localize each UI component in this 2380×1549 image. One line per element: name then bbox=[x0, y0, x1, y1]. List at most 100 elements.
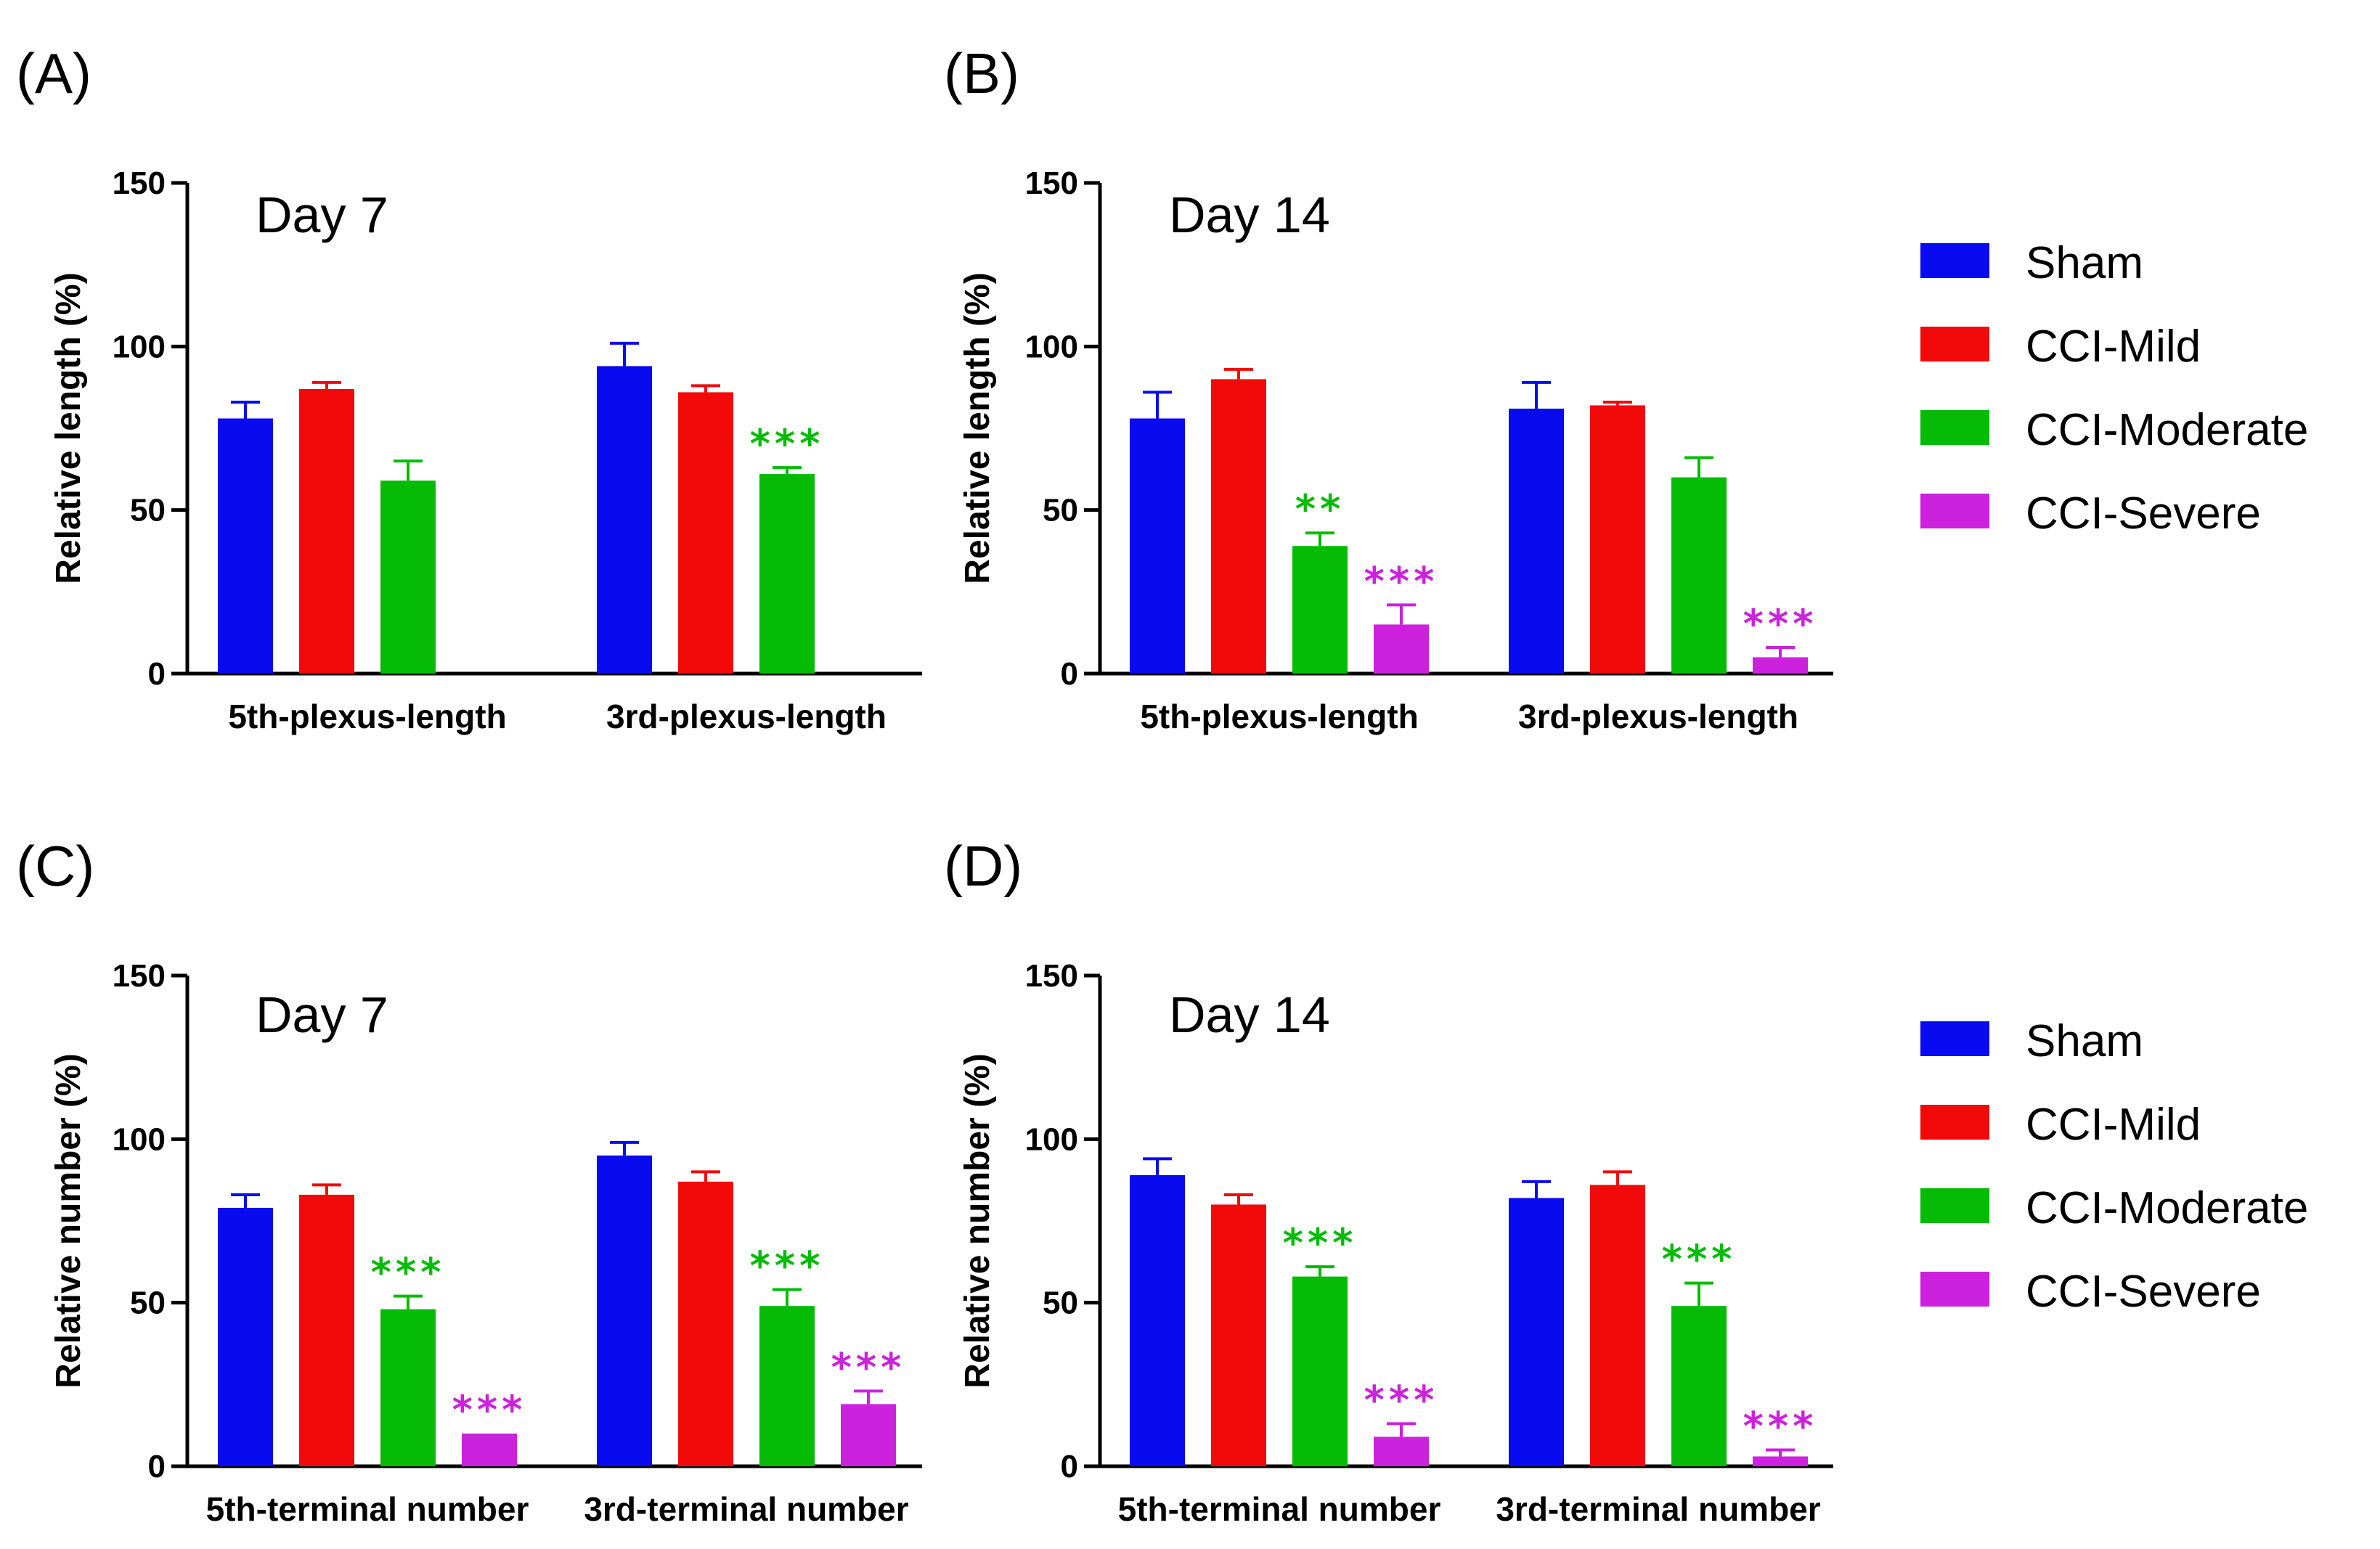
legend-top: Sham CCI-Mild CCI-Moderate CCI-Severe bbox=[1920, 238, 2308, 539]
x-category-label: 3rd-terminal number bbox=[584, 1490, 908, 1528]
x-category-label: 3rd-plexus-length bbox=[1518, 698, 1798, 735]
panel-letter-a: (A) bbox=[16, 41, 91, 105]
legend-swatch-cci-moderate bbox=[1920, 1188, 1989, 1223]
panel-d-plot-area: 0 50 100 150 5th-terminal number 3rd-terminal… bbox=[1025, 958, 1833, 1528]
x-category-label: 3rd-plexus-length bbox=[606, 698, 887, 735]
panel-b: (B) Day 14 Relative length (%) 0 50 100 150… bbox=[944, 41, 1833, 735]
bar-cci-severe bbox=[1753, 1456, 1808, 1466]
significance-marker: *** bbox=[1364, 558, 1439, 604]
y-tick-label: 100 bbox=[1025, 1121, 1078, 1157]
panel-letter-c: (C) bbox=[16, 834, 94, 898]
y-tick-label: 0 bbox=[148, 656, 166, 692]
legend-swatch-sham bbox=[1920, 1021, 1989, 1056]
bar-sham bbox=[597, 1155, 652, 1466]
bar-cci-mild bbox=[1590, 405, 1645, 674]
panel-a-y-axis-label: Relative length (%) bbox=[49, 272, 88, 584]
y-tick-label: 0 bbox=[1061, 1449, 1078, 1484]
bar-cci-severe bbox=[462, 1433, 517, 1466]
y-tick-label: 150 bbox=[1025, 958, 1078, 994]
bar-sham bbox=[1130, 418, 1185, 674]
legend-label-cci-severe: CCI-Severe bbox=[2026, 1267, 2261, 1317]
legend-label-cci-severe: CCI-Severe bbox=[2026, 489, 2261, 539]
bar-cci-mild bbox=[1211, 1204, 1266, 1466]
panel-b-y-axis-label: Relative length (%) bbox=[958, 272, 997, 584]
bar-cci-moderate bbox=[1671, 477, 1727, 674]
y-tick-label: 50 bbox=[130, 493, 166, 528]
y-tick-label: 150 bbox=[113, 958, 166, 994]
legend-label-cci-mild: CCI-Mild bbox=[2026, 1100, 2201, 1150]
bar-cci-moderate bbox=[1292, 546, 1348, 674]
bar-cci-mild bbox=[678, 392, 733, 674]
significance-marker: *** bbox=[1743, 1403, 1818, 1449]
panel-b-plot-area: 0 50 100 150 5th-plexus-length 3rd-plexus-len… bbox=[1025, 165, 1833, 735]
legend-label-sham: Sham bbox=[2026, 1016, 2143, 1066]
panel-c-title: Day 7 bbox=[256, 986, 388, 1043]
bar-sham bbox=[597, 366, 652, 674]
y-tick-label: 150 bbox=[1025, 165, 1078, 201]
legend-label-cci-moderate: CCI-Moderate bbox=[2026, 1183, 2308, 1233]
y-tick-label: 50 bbox=[1043, 1286, 1078, 1321]
bar-cci-moderate bbox=[759, 474, 815, 674]
panel-letter-b: (B) bbox=[944, 41, 1019, 105]
legend-swatch-cci-mild bbox=[1920, 327, 1989, 361]
bar-cci-severe bbox=[841, 1404, 896, 1466]
legend-swatch-cci-moderate bbox=[1920, 410, 1989, 445]
legend-swatch-cci-severe bbox=[1920, 1272, 1989, 1307]
panel-a: (A) Day 7 Relative length (%) 0 50 100 150 5… bbox=[16, 41, 922, 735]
significance-marker: *** bbox=[1364, 1377, 1439, 1423]
significance-marker: *** bbox=[1283, 1220, 1358, 1266]
bar-cci-moderate bbox=[1671, 1306, 1727, 1466]
panel-a-title: Day 7 bbox=[256, 187, 388, 243]
bar-sham bbox=[1509, 408, 1564, 674]
bar-sham bbox=[1130, 1174, 1185, 1466]
significance-marker: *** bbox=[1743, 601, 1818, 647]
bar-cci-mild bbox=[299, 1194, 354, 1466]
panel-a-plot-area: 0 50 100 150 5th-plexus-length 3rd-plexus-len… bbox=[113, 165, 922, 735]
y-tick-label: 0 bbox=[1061, 656, 1078, 692]
panel-d-title: Day 14 bbox=[1169, 986, 1330, 1043]
x-category-label: 5th-terminal number bbox=[1118, 1490, 1441, 1528]
bar-sham bbox=[218, 1207, 273, 1466]
bar-sham bbox=[218, 418, 273, 674]
legend-label-sham: Sham bbox=[2026, 238, 2143, 288]
y-tick-label: 50 bbox=[1043, 493, 1078, 528]
bar-cci-severe bbox=[1374, 1436, 1429, 1466]
panel-letter-d: (D) bbox=[944, 834, 1022, 898]
panel-d: (D) Day 14 Relative number (%) 0 50 100 150… bbox=[944, 834, 1833, 1528]
panel-c-plot-area: 0 50 100 150 5th-terminal number 3rd-terminal… bbox=[113, 958, 922, 1528]
y-tick-label: 150 bbox=[113, 165, 166, 201]
bar-cci-moderate bbox=[380, 1309, 436, 1466]
x-category-label: 5th-terminal number bbox=[206, 1490, 529, 1528]
significance-marker: *** bbox=[1662, 1237, 1737, 1283]
y-tick-label: 100 bbox=[113, 1121, 166, 1157]
significance-marker: *** bbox=[750, 1243, 825, 1289]
panel-d-y-axis-label: Relative number (%) bbox=[958, 1053, 997, 1388]
x-category-label: 5th-plexus-length bbox=[1140, 698, 1418, 735]
legend-bottom: Sham CCI-Mild CCI-Moderate CCI-Severe bbox=[1920, 1016, 2308, 1317]
significance-marker: *** bbox=[371, 1250, 446, 1296]
significance-marker: *** bbox=[750, 421, 825, 467]
bar-cci-severe bbox=[1753, 657, 1808, 674]
bar-cci-moderate bbox=[1292, 1276, 1348, 1466]
bar-cci-severe bbox=[1374, 624, 1429, 674]
bar-cci-moderate bbox=[380, 481, 436, 674]
x-category-label: 3rd-terminal number bbox=[1496, 1490, 1820, 1528]
significance-marker: *** bbox=[831, 1344, 906, 1390]
y-tick-label: 100 bbox=[113, 329, 166, 364]
legend-swatch-cci-mild bbox=[1920, 1105, 1989, 1140]
significance-marker: *** bbox=[452, 1387, 527, 1433]
bar-cci-mild bbox=[678, 1181, 733, 1466]
legend-label-cci-moderate: CCI-Moderate bbox=[2026, 405, 2308, 455]
y-tick-label: 0 bbox=[148, 1449, 166, 1484]
bar-cci-mild bbox=[1211, 379, 1266, 674]
panel-b-title: Day 14 bbox=[1169, 187, 1330, 243]
panel-c-y-axis-label: Relative number (%) bbox=[49, 1053, 88, 1388]
bar-cci-mild bbox=[1590, 1185, 1645, 1466]
bar-cci-moderate bbox=[759, 1306, 815, 1466]
significance-marker: ** bbox=[1295, 486, 1345, 532]
legend-label-cci-mild: CCI-Mild bbox=[2026, 322, 2201, 372]
legend-swatch-cci-severe bbox=[1920, 494, 1989, 528]
legend-swatch-sham bbox=[1920, 243, 1989, 278]
y-tick-label: 100 bbox=[1025, 329, 1078, 364]
